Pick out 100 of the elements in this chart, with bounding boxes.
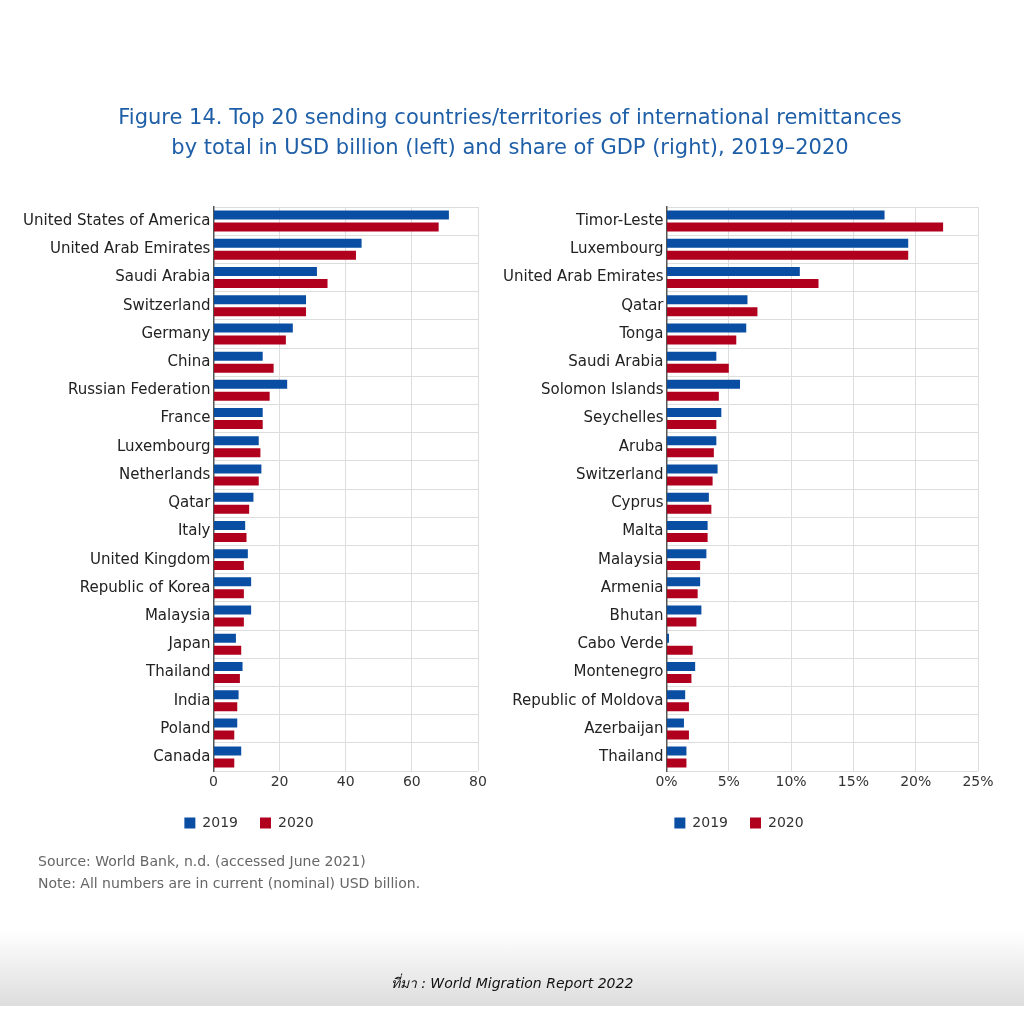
y-tick-label: Germany [141, 323, 211, 342]
bar [667, 279, 819, 289]
legend-label: 2020 [278, 813, 314, 830]
x-tick-label: 20% [900, 773, 932, 790]
x-tick-label: 60 [402, 773, 421, 790]
bar [667, 464, 718, 474]
text: Note: All numbers are in current (nominal) USD billion. [38, 874, 421, 893]
y-tick-label: Republic of Moldova [512, 690, 664, 709]
y-tick-label: Poland [160, 718, 211, 737]
bar [667, 295, 748, 305]
y-tick-label: Japan [167, 634, 211, 653]
y-tick-label: Qatar [621, 295, 665, 314]
bar [667, 645, 693, 655]
bar [213, 295, 307, 305]
bar [667, 520, 708, 530]
y-tick-label: Montenegro [573, 662, 664, 681]
y-tick-label: Netherlands [119, 464, 211, 483]
y-tick-label: Malaysia [144, 605, 211, 624]
y-tick-label: Cyprus [611, 493, 664, 512]
bar [213, 532, 247, 542]
bar [213, 436, 259, 446]
bar [667, 448, 714, 458]
bar [667, 758, 687, 768]
y-tick-label: Armenia [600, 577, 664, 596]
bar [213, 363, 274, 373]
bar [213, 307, 307, 317]
bar [213, 702, 238, 712]
y-tick-label: Azerbaijan [584, 718, 664, 737]
y-tick-label: United Arab Emirates [49, 239, 211, 258]
bar [213, 577, 252, 587]
bar [667, 746, 687, 756]
bar [667, 420, 717, 430]
bar [213, 549, 248, 559]
y-tick-label: Aruba [618, 436, 664, 455]
bar [667, 504, 712, 514]
x-tick-label: 25% [962, 773, 994, 790]
bar [213, 633, 236, 643]
bar [667, 379, 741, 389]
x-tick-label: 40 [336, 773, 355, 790]
bar [667, 577, 701, 587]
y-tick-label: Malta [622, 521, 664, 540]
y-tick-label: Switzerland [576, 464, 664, 483]
x-tick-label: 10% [775, 773, 807, 790]
bar [213, 420, 263, 430]
y-tick-label: France [160, 408, 211, 427]
bar [213, 645, 242, 655]
bar [213, 758, 235, 768]
y-tick-label: United States of America [22, 211, 211, 229]
y-tick-label: Luxembourg [570, 239, 664, 258]
text: ที่มา : World Migration Report 2022 [389, 972, 635, 993]
y-tick-label: Saudi Arabia [115, 267, 211, 286]
bar [213, 379, 288, 389]
bar [213, 746, 242, 756]
y-tick-label: China [167, 352, 211, 371]
y-tick-label: Cabo Verde [577, 634, 664, 653]
bar [213, 718, 238, 728]
bar [213, 520, 246, 530]
y-tick-label: Solomon Islands [540, 380, 664, 399]
legend-label: 2019 [692, 813, 729, 830]
y-tick-label: United Kingdom [90, 549, 211, 568]
bar [213, 408, 263, 418]
y-tick-label: Malaysia [597, 549, 664, 568]
bar [667, 391, 719, 401]
y-tick-label: Tonga [618, 323, 664, 342]
bar [213, 492, 254, 502]
chart-title: Figure 14. Top 20 sending countries/territories of international remittances by total in USD billion (left) and share of GDP (right), 2019–2020 [117, 104, 903, 161]
y-tick-label: United Arab Emirates [502, 267, 664, 286]
bar [667, 661, 696, 671]
bar [213, 351, 263, 361]
bar [667, 238, 909, 248]
y-tick-label: Bhutan [609, 605, 664, 624]
bar [667, 690, 686, 700]
y-tick-label: Thailand [598, 746, 664, 765]
source-note: Source: World Bank, n.d. (accessed June 2021) [38, 852, 367, 871]
bar [213, 391, 270, 401]
bar [667, 323, 747, 333]
bar [667, 718, 684, 728]
bar [667, 476, 713, 486]
bar [667, 589, 698, 599]
bar [213, 730, 235, 740]
bar [213, 661, 243, 671]
y-tick-label: Saudi Arabia [568, 352, 664, 371]
bar [667, 673, 692, 683]
y-tick-label: Switzerland [122, 295, 211, 314]
bar [667, 250, 909, 260]
bar [213, 589, 244, 599]
y-tick-label: Canada [153, 746, 211, 765]
bar [667, 492, 709, 502]
x-tick-label: 15% [837, 773, 869, 790]
bar [213, 250, 356, 260]
bar [213, 279, 328, 289]
bar [667, 222, 944, 232]
bar [667, 549, 707, 559]
bar [667, 307, 758, 317]
x-tick-label: 0 [208, 773, 218, 790]
y-tick-label: Thailand [145, 662, 211, 681]
bar [667, 561, 701, 571]
bar [213, 561, 244, 571]
bar [667, 351, 717, 361]
bar [213, 335, 286, 345]
